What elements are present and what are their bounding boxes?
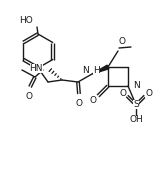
Text: N: N — [82, 66, 89, 74]
Text: O: O — [118, 37, 126, 46]
Text: OH: OH — [129, 115, 143, 125]
Text: HO: HO — [19, 16, 33, 25]
Text: H: H — [93, 66, 100, 74]
Text: O: O — [146, 88, 152, 98]
Polygon shape — [92, 65, 109, 74]
Text: O: O — [75, 99, 83, 108]
Text: S: S — [133, 100, 139, 108]
Text: O: O — [120, 88, 126, 98]
Text: HN: HN — [30, 64, 43, 72]
Text: O: O — [89, 96, 97, 105]
Text: N: N — [133, 81, 140, 90]
Text: O: O — [26, 92, 32, 101]
